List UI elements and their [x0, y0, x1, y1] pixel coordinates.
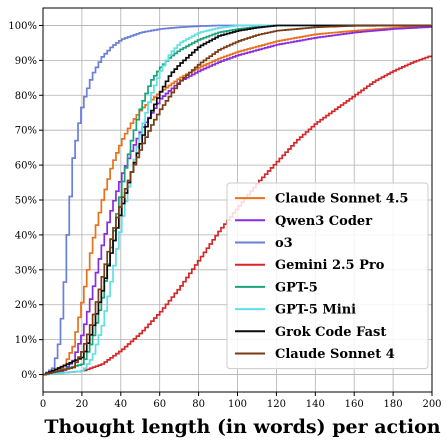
y-tick-label: 50%: [15, 196, 37, 207]
series-line-claude-sonnet-4: [43, 24, 432, 376]
x-tick-label: 200: [422, 399, 441, 410]
y-tick-label: 60%: [15, 161, 37, 172]
x-tick-label: 120: [267, 399, 286, 410]
y-tick-label: 0%: [21, 370, 37, 381]
x-tick-label: 140: [306, 399, 325, 410]
x-tick-label: 80: [192, 399, 205, 410]
series-line-grok-code-fast: [43, 24, 432, 376]
x-tick-label: 0: [40, 399, 46, 410]
y-tick-label: 10%: [15, 335, 37, 346]
legend-label-claude-sonnet-4: Claude Sonnet 4: [275, 347, 395, 362]
y-tick-label: 80%: [15, 91, 37, 102]
legend-label-o3: o3: [275, 236, 293, 251]
x-tick-label: 40: [114, 399, 127, 410]
y-tick-label: 20%: [15, 300, 37, 311]
legend-label-qwen3-coder: Qwen3 Coder: [275, 214, 372, 229]
x-tick-label: 180: [384, 399, 403, 410]
y-tick-label: 90%: [15, 56, 37, 67]
legend: Claude Sonnet 4.5 Qwen3 Coder o3 Gemini 2.5…: [226, 182, 429, 370]
legend-label-gpt-5-mini: GPT-5 Mini: [275, 303, 356, 318]
legend-label-gemini-2-5-pro: Gemini 2.5 Pro: [275, 258, 385, 273]
x-tick-label: 160: [345, 399, 364, 410]
x-tick-label: 20: [76, 399, 89, 410]
series-lines: [43, 24, 432, 376]
x-tick-label: 60: [153, 399, 166, 410]
y-tick-label: 100%: [8, 21, 37, 32]
y-tick-label: 40%: [15, 230, 37, 241]
y-tick-label: 30%: [15, 265, 37, 276]
legend-label-claude-sonnet-4-5: Claude Sonnet 4.5: [275, 192, 408, 207]
legend-box: [226, 182, 429, 370]
legend-label-gpt-5: GPT-5: [275, 280, 318, 295]
x-axis-label: Thought length (in words) per action: [44, 416, 440, 438]
y-tick-label: 70%: [15, 126, 37, 137]
legend-label-grok-code-fast: Grok Code Fast: [275, 325, 386, 340]
x-tick-label: 100: [228, 399, 247, 410]
series-line-claude-sonnet-4-5: [43, 25, 432, 376]
axis-ticks: 0 20 40 60 80 100 120 140 160 180 200 0% 10% 20% 30% 40…: [8, 21, 441, 410]
series-line-qwen3-coder: [43, 26, 432, 376]
